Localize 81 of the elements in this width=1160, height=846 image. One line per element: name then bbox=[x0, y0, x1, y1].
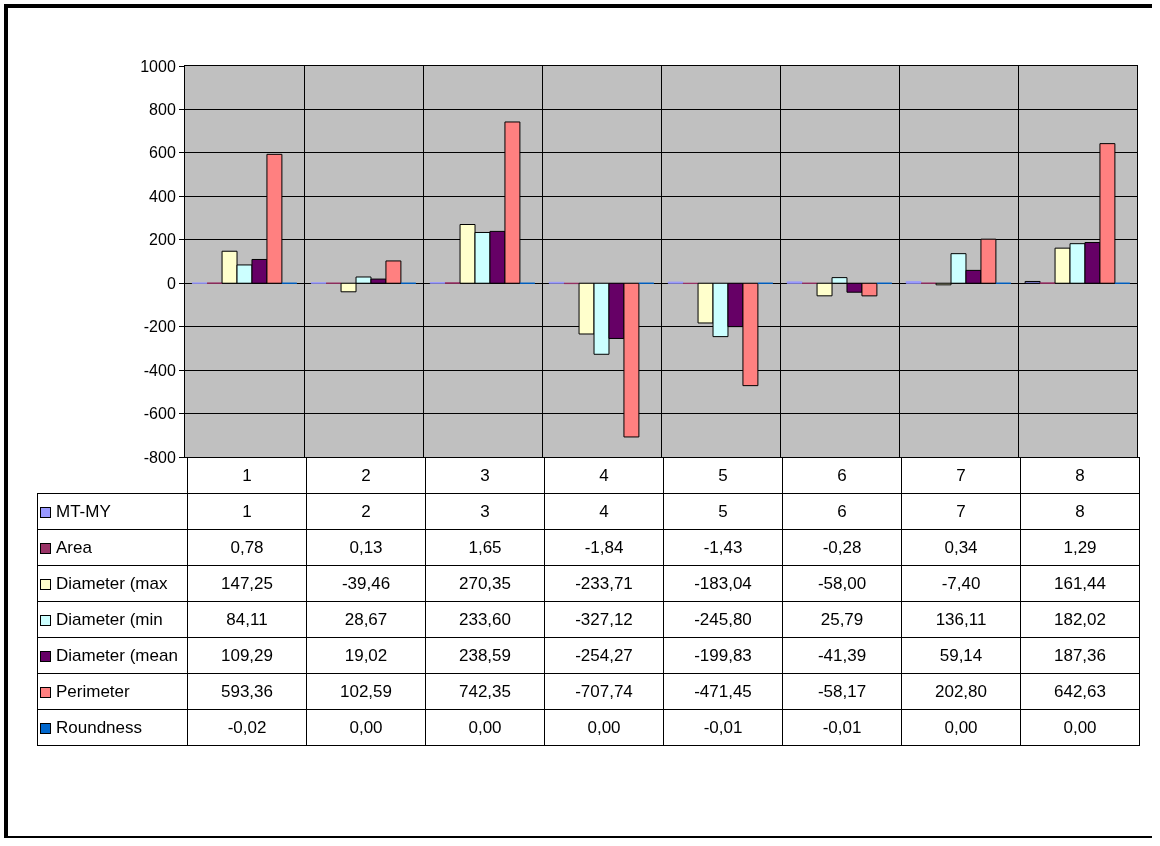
data-label: 6 bbox=[782, 457, 902, 494]
x-tick-label: 7 bbox=[901, 493, 1021, 530]
x-tick-label: 4 bbox=[544, 493, 664, 530]
data-label: 84,11 bbox=[187, 601, 307, 638]
legend-label: Roundness bbox=[56, 717, 143, 737]
legend-label: Diameter (mean bbox=[56, 645, 178, 665]
x-tick-label: 5 bbox=[663, 493, 783, 530]
data-label: 0,00 bbox=[1020, 709, 1140, 746]
data-label: 1 bbox=[187, 457, 307, 494]
data-label: 136,11 bbox=[901, 601, 1021, 638]
data-label: -1,43 bbox=[663, 529, 783, 566]
data-label: -707,74 bbox=[544, 673, 664, 710]
data-label: -0,02 bbox=[187, 709, 307, 746]
data-label: -471,45 bbox=[663, 673, 783, 710]
legend-label: MT-MY bbox=[56, 501, 111, 521]
legend-label: Diameter (min bbox=[56, 609, 163, 629]
y-tick-label: -600 bbox=[143, 405, 176, 423]
data-label: -41,39 bbox=[782, 637, 902, 674]
data-label: 270,35 bbox=[425, 565, 545, 602]
data-label: -233,71 bbox=[544, 565, 664, 602]
data-label: 593,36 bbox=[187, 673, 307, 710]
data-label: 233,60 bbox=[425, 601, 545, 638]
x-tick-label: 2 bbox=[306, 493, 426, 530]
data-label: 7 bbox=[901, 457, 1021, 494]
data-label: 0,00 bbox=[425, 709, 545, 746]
data-label: -58,00 bbox=[782, 565, 902, 602]
data-label: 202,80 bbox=[901, 673, 1021, 710]
data-label: 2 bbox=[306, 457, 426, 494]
x-tick-label: 1 bbox=[187, 493, 307, 530]
data-label: 1,29 bbox=[1020, 529, 1140, 566]
data-label: -254,27 bbox=[544, 637, 664, 674]
data-label: 0,00 bbox=[901, 709, 1021, 746]
legend-label: Diameter (max bbox=[56, 573, 168, 593]
x-tick-label: 3 bbox=[425, 493, 545, 530]
data-label: -1,84 bbox=[544, 529, 664, 566]
y-tick-label: 600 bbox=[149, 144, 176, 162]
data-label: 25,79 bbox=[782, 601, 902, 638]
y-tick-label: 400 bbox=[149, 187, 176, 205]
legend-label: Perimeter bbox=[56, 681, 130, 701]
data-label: 4 bbox=[544, 457, 664, 494]
data-label: 59,14 bbox=[901, 637, 1021, 674]
data-label: 642,63 bbox=[1020, 673, 1140, 710]
data-label: 109,29 bbox=[187, 637, 307, 674]
data-label: -0,01 bbox=[663, 709, 783, 746]
y-tick-label: 200 bbox=[149, 231, 176, 249]
data-label: -0,01 bbox=[782, 709, 902, 746]
data-label: 19,02 bbox=[306, 637, 426, 674]
data-label: 742,35 bbox=[425, 673, 545, 710]
data-label: 0,78 bbox=[187, 529, 307, 566]
y-tick-label: 800 bbox=[149, 101, 176, 119]
data-label: 5 bbox=[663, 457, 783, 494]
data-label: -39,46 bbox=[306, 565, 426, 602]
data-label: 0,00 bbox=[306, 709, 426, 746]
x-tick-label: 6 bbox=[782, 493, 902, 530]
x-tick-label: 8 bbox=[1020, 493, 1140, 530]
y-tick-label: 0 bbox=[166, 274, 176, 292]
data-label: -245,80 bbox=[663, 601, 783, 638]
y-tick-label: 1000 bbox=[140, 57, 176, 75]
data-label: 0,13 bbox=[306, 529, 426, 566]
data-label: 102,59 bbox=[306, 673, 426, 710]
data-label: 238,59 bbox=[425, 637, 545, 674]
y-tick-label: -200 bbox=[143, 318, 176, 336]
data-label: 161,44 bbox=[1020, 565, 1140, 602]
data-label: -327,12 bbox=[544, 601, 664, 638]
data-label: 8 bbox=[1020, 457, 1140, 494]
data-label: 3 bbox=[425, 457, 545, 494]
data-label: 182,02 bbox=[1020, 601, 1140, 638]
y-tick-label: -400 bbox=[143, 361, 176, 379]
data-label: 187,36 bbox=[1020, 637, 1140, 674]
data-label: 147,25 bbox=[187, 565, 307, 602]
data-label: 0,00 bbox=[544, 709, 664, 746]
data-label: -58,17 bbox=[782, 673, 902, 710]
data-label: -0,28 bbox=[782, 529, 902, 566]
data-label: 28,67 bbox=[306, 601, 426, 638]
data-label: 0,34 bbox=[901, 529, 1021, 566]
data-label: -199,83 bbox=[663, 637, 783, 674]
data-label: 1,65 bbox=[425, 529, 545, 566]
legend-label: Area bbox=[56, 537, 92, 557]
y-tick-label: -800 bbox=[143, 448, 176, 466]
data-label: -183,04 bbox=[663, 565, 783, 602]
data-label: -7,40 bbox=[901, 565, 1021, 602]
